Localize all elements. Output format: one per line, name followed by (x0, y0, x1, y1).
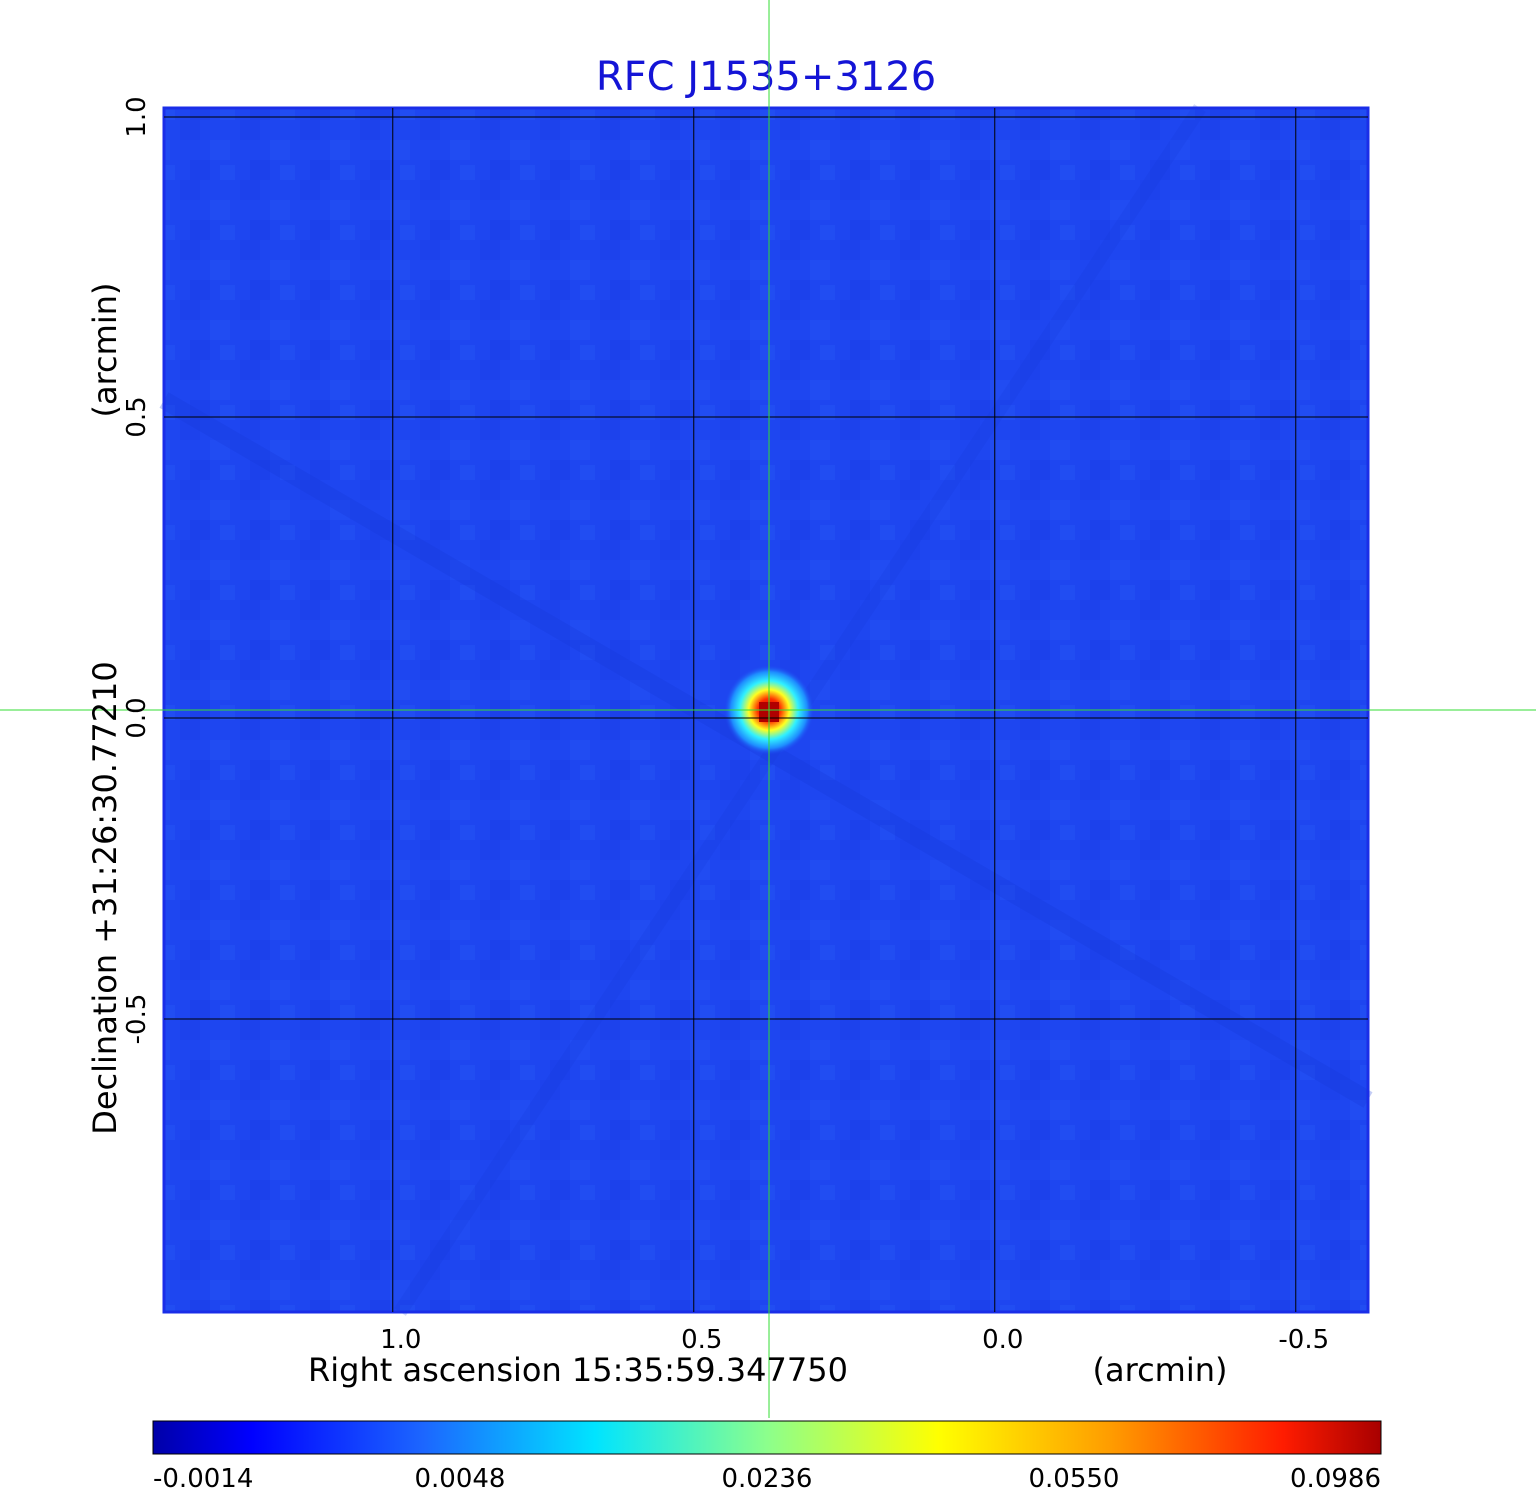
x-tick-label: 1.0 (380, 1325, 421, 1355)
y-tick-label: 1.0 (122, 96, 152, 137)
crosshair (0, 0, 1536, 1418)
colorbar-tick-labels: -0.0014 0.0048 0.0236 0.0550 0.0986 (153, 1464, 1381, 1494)
colorbar (152, 1420, 1382, 1455)
x-tick-label: -0.5 (1278, 1325, 1329, 1355)
colorbar-tick-label: 0.0048 (415, 1464, 506, 1494)
x-tick-label: 0.5 (681, 1325, 722, 1355)
colorbar-tick-label: 0.0550 (1029, 1464, 1120, 1494)
x-axis-label: Right ascension 15:35:59.347750 (308, 1351, 848, 1389)
y-tick-label: -0.5 (122, 994, 152, 1045)
colorbar-tick-label: -0.0014 (153, 1464, 253, 1494)
x-tick-labels: 1.0 0.5 0.0 -0.5 (380, 1325, 1329, 1355)
y-tick-label: 0.5 (122, 396, 152, 437)
y-tick-label: 0.0 (122, 697, 152, 738)
chart-title: RFC J1535+3126 (596, 54, 936, 100)
colorbar-tick-label: 0.0986 (1290, 1464, 1381, 1494)
y-axis-label: Declination +31:26:30.77210 (86, 661, 124, 1135)
y-tick-labels: 1.0 0.5 0.0 -0.5 (122, 96, 152, 1044)
y-axis-unit: (arcmin) (86, 283, 124, 418)
colorbar-tick-label: 0.0236 (722, 1464, 813, 1494)
x-axis-unit: (arcmin) (1093, 1351, 1228, 1389)
x-tick-label: 0.0 (982, 1325, 1023, 1355)
